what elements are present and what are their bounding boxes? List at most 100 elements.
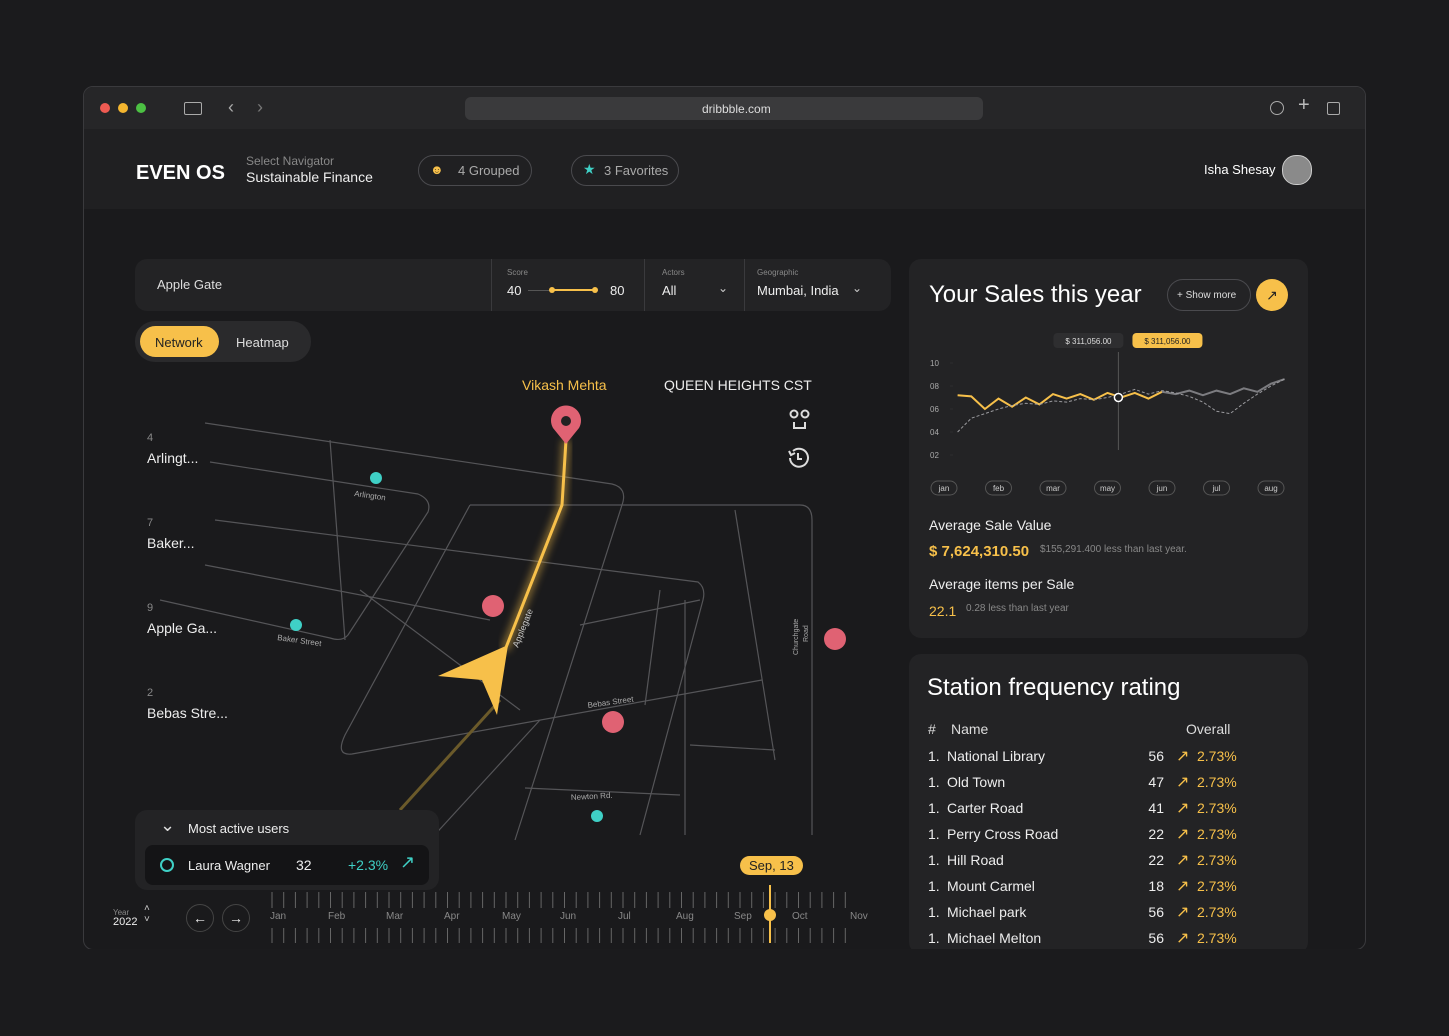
station-change: 2.73% bbox=[1197, 774, 1237, 790]
address-bar[interactable] bbox=[465, 97, 983, 120]
side-label[interactable]: Apple Ga... bbox=[147, 620, 218, 636]
search-value[interactable]: Apple Gate bbox=[157, 277, 223, 292]
tab[interactable]: Heatmap bbox=[236, 335, 289, 350]
trend-arrow: ↗ bbox=[1176, 878, 1190, 895]
grouped-button[interactable] bbox=[418, 155, 532, 186]
poi[interactable] bbox=[602, 711, 624, 733]
tab[interactable]: Network bbox=[155, 335, 203, 350]
year-stepper[interactable]: ˄ ˅ bbox=[144, 903, 150, 925]
y-tick-label: 04 bbox=[930, 428, 939, 437]
station-name[interactable]: Perry Cross Road bbox=[947, 826, 1059, 842]
trend-arrow: ↗ bbox=[1176, 748, 1190, 765]
user-row[interactable] bbox=[145, 845, 429, 885]
x-tick-pill[interactable] bbox=[1148, 480, 1176, 496]
rank: 1. bbox=[928, 774, 940, 790]
brand: EVEN OS bbox=[136, 162, 225, 184]
poi[interactable] bbox=[482, 595, 504, 617]
trend-arrow: ↗ bbox=[400, 852, 416, 872]
side-label[interactable]: Baker... bbox=[147, 535, 195, 551]
month-label: Apr bbox=[444, 911, 460, 922]
x-tick-label: jun bbox=[1156, 484, 1168, 493]
trend-arrow: ↗ bbox=[1176, 826, 1190, 843]
rank: 1. bbox=[928, 878, 940, 894]
new-tab-icon[interactable]: + bbox=[1298, 94, 1310, 116]
tabs-icon[interactable] bbox=[1327, 102, 1340, 115]
x-tick-pill[interactable] bbox=[1257, 480, 1285, 496]
download-icon[interactable] bbox=[1270, 101, 1284, 115]
slider-range[interactable] bbox=[552, 289, 595, 291]
actors-value[interactable]: All bbox=[662, 283, 677, 298]
navigator-value[interactable]: Sustainable Finance bbox=[246, 169, 373, 185]
close-dot[interactable] bbox=[100, 103, 110, 113]
station-name[interactable]: Hill Road bbox=[947, 852, 1004, 868]
year-label: Year bbox=[113, 908, 130, 917]
back-icon[interactable]: ‹ bbox=[228, 97, 234, 117]
station-name[interactable]: Michael Melton bbox=[947, 930, 1042, 946]
station-name[interactable]: National Library bbox=[947, 748, 1046, 764]
col-header: Name bbox=[951, 721, 989, 737]
collapse-icon[interactable]: ⌄ bbox=[160, 815, 176, 835]
user-name: Isha Shesay bbox=[1204, 162, 1276, 177]
station-name[interactable]: Mount Carmel bbox=[947, 878, 1035, 894]
timeline-ticks bbox=[271, 892, 846, 943]
page-bottom bbox=[0, 949, 1449, 1036]
geo-value[interactable]: Mumbai, India bbox=[757, 283, 839, 298]
rank: 1. bbox=[928, 826, 940, 842]
open-button[interactable]: ↗ bbox=[1256, 279, 1288, 311]
route-icon[interactable] bbox=[789, 409, 810, 429]
minimize-dot[interactable] bbox=[118, 103, 128, 113]
user-dot[interactable] bbox=[591, 810, 603, 822]
user-dot[interactable] bbox=[370, 472, 382, 484]
maximize-dot[interactable] bbox=[136, 103, 146, 113]
timeline-marker: Sep, 13 bbox=[740, 856, 803, 875]
slider-handle[interactable] bbox=[549, 287, 555, 293]
station-value: 22 bbox=[1148, 826, 1164, 842]
annotation: $ 311,056.00 bbox=[1065, 337, 1112, 346]
x-tick-pill[interactable] bbox=[985, 480, 1012, 496]
side-label[interactable]: Arlingt... bbox=[147, 450, 199, 466]
station-name[interactable]: Michael park bbox=[947, 904, 1027, 920]
station-change: 2.73% bbox=[1197, 852, 1237, 868]
show-more-button[interactable] bbox=[1167, 279, 1251, 311]
avg-items-label: Average items per Sale bbox=[929, 576, 1075, 592]
station-name[interactable]: Old Town bbox=[947, 774, 1006, 790]
station-change: 2.73% bbox=[1197, 826, 1237, 842]
side-count: 9 bbox=[147, 602, 154, 614]
station-name[interactable]: Carter Road bbox=[947, 800, 1024, 816]
person-label: Vikash Mehta bbox=[522, 377, 607, 393]
x-tick-pill[interactable] bbox=[1039, 480, 1067, 496]
sales-panel bbox=[909, 259, 1308, 638]
timeline-handle[interactable] bbox=[764, 909, 776, 921]
series-line bbox=[957, 378, 1285, 433]
month-label: Jan bbox=[270, 911, 287, 922]
poi[interactable] bbox=[824, 628, 846, 650]
user-dot[interactable] bbox=[290, 619, 302, 631]
month-label: Feb bbox=[328, 911, 346, 922]
prev-button[interactable]: ← bbox=[186, 904, 214, 932]
x-tick-label: jul bbox=[1211, 484, 1220, 493]
forward-icon[interactable]: › bbox=[257, 97, 263, 117]
month-label: Jun bbox=[560, 911, 577, 922]
chevron: ⌄ bbox=[718, 281, 729, 295]
avatar[interactable] bbox=[1282, 155, 1312, 185]
x-tick-label: aug bbox=[1264, 484, 1277, 493]
history-icon[interactable] bbox=[788, 447, 809, 468]
pin-hole bbox=[561, 416, 571, 426]
x-tick-pill[interactable] bbox=[930, 480, 958, 496]
status-ring bbox=[160, 858, 174, 872]
x-tick-pill[interactable] bbox=[1203, 480, 1230, 496]
score-max: 80 bbox=[610, 283, 625, 298]
station-value: 56 bbox=[1148, 748, 1164, 764]
favorites-button[interactable] bbox=[571, 155, 679, 186]
street-label: Road bbox=[803, 625, 810, 642]
annotation: $ 311,056.00 bbox=[1144, 337, 1191, 346]
next-button[interactable]: → bbox=[222, 904, 250, 932]
highlight-dot bbox=[1113, 392, 1124, 403]
side-label[interactable]: Bebas Stre... bbox=[147, 705, 228, 721]
user-change: +2.3% bbox=[348, 857, 389, 873]
sidebar-icon[interactable] bbox=[184, 102, 202, 115]
slider-handle[interactable] bbox=[592, 287, 598, 293]
score-min: 40 bbox=[507, 283, 522, 298]
x-tick-pill[interactable] bbox=[1094, 480, 1121, 496]
